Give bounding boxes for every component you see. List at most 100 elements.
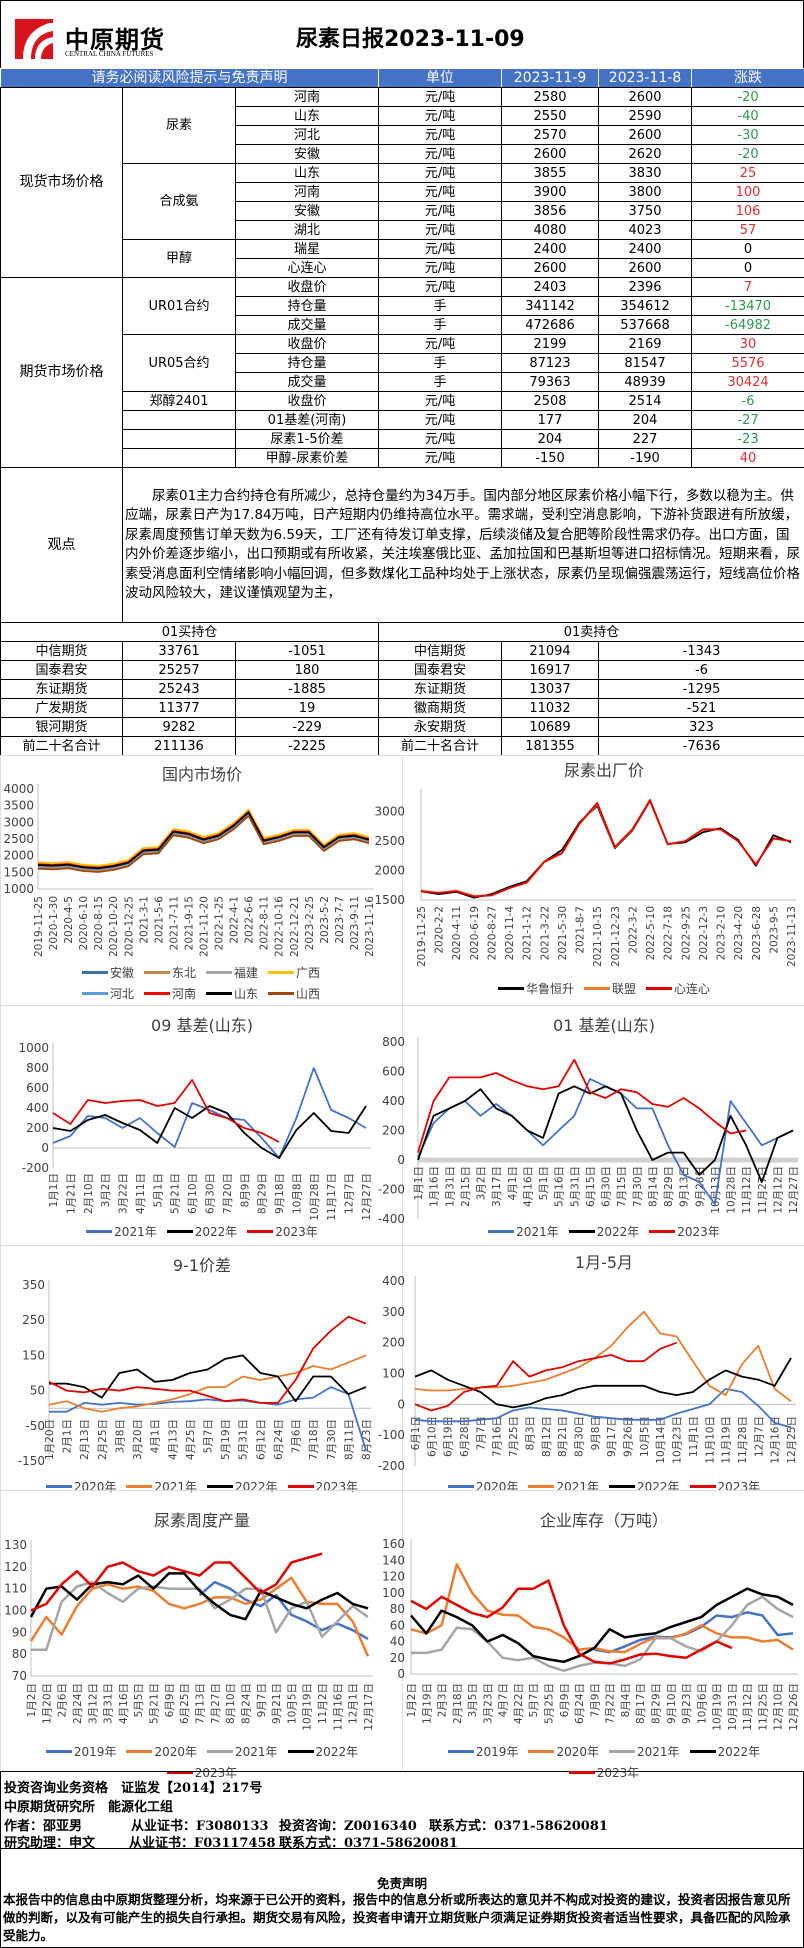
x-tick-label: 2022-4-1	[229, 896, 241, 944]
value-today: 2600	[501, 144, 600, 164]
x-tick-label: 3月20日	[132, 1419, 144, 1460]
legend-label: 广西	[296, 966, 321, 980]
group-label: UR05合约	[122, 334, 236, 392]
change-cell: 30	[691, 334, 804, 354]
legend-label: 2022年	[315, 1745, 359, 1759]
y-tick-label: -200	[378, 1459, 405, 1473]
assistant: 研究助理：申文	[4, 1836, 96, 1851]
chart-panel: 尿素周度产量 70 80 90 100 110 120 130 1月2日 1月20日 2月6日 2月2…	[0, 1490, 402, 1780]
x-tick-label: 7月27日	[210, 1683, 222, 1724]
y-tick-label: 0	[397, 1153, 405, 1167]
value-prev: 2620	[598, 144, 693, 164]
legend-swatch-icon	[447, 1485, 474, 1488]
y-tick-label: -200	[22, 1161, 49, 1175]
x-tick-label: 1月16日	[429, 1166, 441, 1207]
legend-item: 福建	[206, 964, 258, 981]
sell-change: 323	[598, 717, 804, 737]
change-cell: -27	[691, 410, 804, 430]
value-today: 4080	[501, 220, 600, 240]
x-tick-label: 4月1日	[150, 1419, 162, 1453]
x-tick-label: 2021-7-11	[168, 896, 180, 950]
legend-swatch-icon	[568, 1771, 595, 1774]
x-tick-label: 7月15日	[616, 1166, 628, 1207]
legend-swatch-icon	[206, 992, 232, 995]
legend-swatch-icon	[81, 992, 108, 995]
change-cell: -64982	[691, 315, 804, 335]
y-tick-label: 200	[26, 1121, 49, 1135]
legend-swatch-icon	[45, 1750, 72, 1753]
y-tick-label: 0	[41, 1141, 49, 1155]
item-name: 成交量	[234, 372, 380, 392]
table-row: 现货市场价格 尿素 河南 元/吨 2580 2600 -20	[0, 87, 804, 278]
legend-label: 2022年	[717, 1745, 761, 1759]
value-today: 2199	[501, 334, 600, 354]
y-tick-label: 150	[22, 1348, 45, 1362]
item-name: 山东	[234, 106, 380, 126]
legend-swatch-icon	[447, 1750, 474, 1753]
x-tick-label: 4月11日	[135, 1173, 147, 1214]
item-name: 成交量	[234, 315, 380, 335]
series-line-2023年	[30, 1552, 323, 1612]
x-tick-label: 3月8日	[114, 1419, 126, 1453]
x-tick-label: 4月13日	[167, 1419, 179, 1460]
x-tick-label: 12月12日	[772, 1166, 784, 1214]
legend-item: 华鲁恒升	[497, 980, 574, 997]
x-tick-label: 6月30日	[601, 1166, 613, 1207]
col-change: 涨跌	[691, 68, 804, 88]
legend-label: 河北	[109, 987, 134, 1001]
chart-svg: 尿素出厂价 1500 2000 2500 3000 2019-11-25 2020-2-2 2…	[374, 761, 798, 967]
chart-panel: 国内市场价 1000 1500 2000 2500 3000 3500 4000 2019-11…	[0, 755, 402, 1005]
table-row: 持仓量手 87123 81547 5576	[1, 353, 804, 373]
x-tick-label: 1月21日	[65, 1173, 77, 1214]
unit-cell: 元/吨	[378, 448, 503, 468]
change-cell: -20	[691, 87, 804, 107]
x-tick-label: 6月12日	[255, 1419, 267, 1460]
x-tick-label: 2月3日	[437, 1683, 449, 1717]
x-tick-label: 7月13日	[195, 1683, 207, 1724]
author-consult: 投资咨询：Z0016340	[279, 1819, 417, 1834]
item-name: 持仓量	[234, 353, 380, 373]
legend-item: 河南	[143, 985, 196, 1002]
value-today: 2403	[501, 277, 600, 297]
x-tick-label: 1月31日	[444, 1166, 456, 1207]
y-tick-label: 2500	[3, 832, 34, 846]
group-label: 郑醇2401	[122, 391, 236, 411]
x-tick-label: 2022-1-25	[214, 896, 226, 950]
buy-broker: 国泰君安	[0, 660, 123, 680]
y-tick-label: 90	[12, 1625, 27, 1639]
x-tick-label: 3月2日	[476, 1166, 488, 1200]
unit-cell: 手	[378, 315, 503, 335]
legend-label: 河南	[171, 987, 196, 1001]
x-tick-label: 7月25日	[508, 1416, 520, 1457]
y-tick-label: 400	[26, 1101, 49, 1115]
table-row: 尿素1-5价差 元/吨 204 227 -23	[1, 429, 804, 449]
legend-swatch-icon	[528, 1750, 555, 1753]
chart-panel: 01 基差(山东) -400 -200 0 200 400 600 800 1月1日 1月16日 1…	[378, 1005, 804, 1245]
positions-row: 中信期货 33761 -1051 中信期货 21094 -1343	[0, 641, 804, 661]
value-prev: 227	[598, 429, 693, 449]
series-line-2019年	[198, 1580, 369, 1640]
change-cell: 40	[691, 448, 804, 468]
chart-svg: 国内市场价 1000 1500 2000 2500 3000 3500 4000 2019-11…	[3, 765, 376, 957]
legend-item: 2019年	[45, 1743, 116, 1760]
buy-positions-title: 01买持仓	[0, 622, 380, 642]
change-cell: -40	[691, 106, 804, 126]
legend-swatch-icon	[126, 1750, 153, 1753]
x-tick-label: 2月15日	[460, 1166, 472, 1207]
analyst-info: 投资咨询业务资格 证监发【2014】217号 中原期货研究所 能源化工组 作者：…	[0, 1771, 804, 1851]
risk-notice-link[interactable]: 请务必阅读风险提示与免责声明	[0, 68, 380, 88]
legend-label: 2019年	[475, 1745, 519, 1759]
y-tick-label: 160	[382, 1537, 405, 1551]
item-name: 尿素1-5价差	[234, 429, 380, 449]
unit-cell: 元/吨	[378, 334, 503, 354]
x-tick-label: 4月1日	[507, 1166, 519, 1200]
x-tick-label: 8月9日	[239, 1173, 251, 1207]
series-line-2023年	[410, 1579, 733, 1665]
chart-title: 尿素出厂价	[564, 761, 644, 780]
chart-legend: 华鲁恒升 联盟 心连心	[403, 980, 804, 997]
sell-change: -7636	[598, 736, 804, 756]
x-tick-label: 11月12日	[741, 1166, 753, 1214]
x-tick-label: 8月14日	[647, 1166, 659, 1207]
chart-title: 尿素周度产量	[154, 1511, 250, 1530]
legend-item: 2021年	[488, 1223, 559, 1240]
